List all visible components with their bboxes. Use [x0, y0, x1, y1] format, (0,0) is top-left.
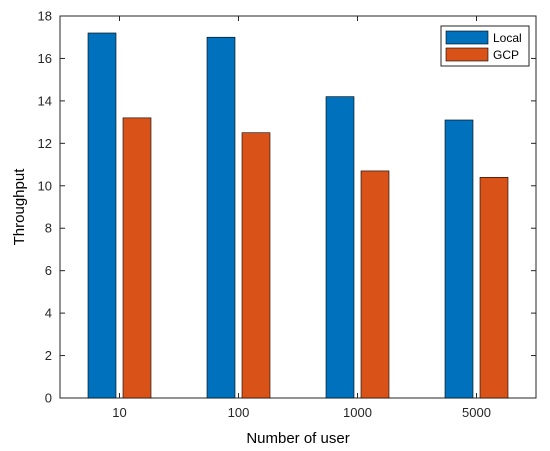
bar-gcp-10 — [122, 117, 152, 399]
y-tick-label: 14 — [38, 93, 52, 108]
legend-label-gcp: GCP — [493, 48, 519, 62]
y-tick-label: 8 — [45, 221, 52, 236]
y-axis: 0 2 4 6 8 10 12 14 16 18 — [38, 9, 536, 406]
y-tick-label: 4 — [45, 306, 52, 321]
legend: Local GCP — [440, 25, 530, 67]
y-tick-label: 6 — [45, 263, 52, 278]
y-tick-label: 12 — [38, 136, 52, 151]
bar-local-10 — [87, 32, 117, 399]
legend-swatch-gcp — [445, 47, 489, 62]
y-tick-label: 10 — [38, 178, 52, 193]
x-axis-label: Number of user — [246, 430, 349, 447]
x-axis: 10 100 1000 5000 — [112, 16, 491, 420]
y-axis-label: Throughput — [11, 168, 28, 246]
x-tick-label: 1000 — [343, 405, 372, 420]
bar-gcp-1000 — [360, 170, 390, 399]
bar-series-group — [87, 32, 509, 399]
bar-gcp-5000 — [479, 176, 509, 399]
x-tick-label: 100 — [228, 405, 250, 420]
bar-local-5000 — [444, 119, 474, 399]
x-tick-label: 5000 — [462, 405, 491, 420]
bar-gcp-100 — [241, 132, 271, 399]
y-tick-label: 2 — [45, 348, 52, 363]
legend-swatch-local — [445, 30, 489, 45]
legend-label-local: Local — [493, 31, 522, 45]
y-tick-label: 0 — [45, 391, 52, 406]
bar-local-1000 — [325, 96, 355, 399]
x-tick-label: 10 — [112, 405, 126, 420]
y-tick-label: 18 — [38, 9, 52, 24]
y-tick-label: 16 — [38, 51, 52, 66]
bar-local-100 — [206, 36, 236, 399]
